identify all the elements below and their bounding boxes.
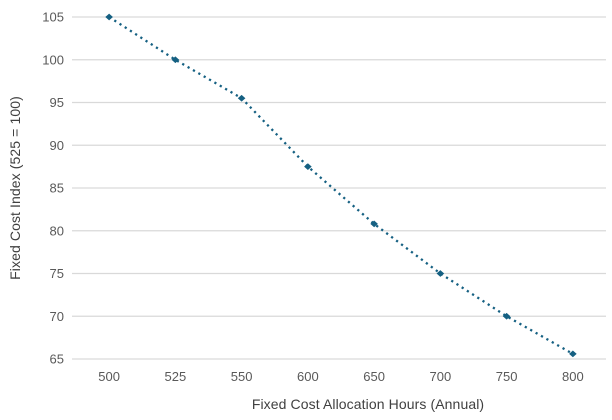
x-tick-label: 750 — [496, 369, 518, 384]
y-tick-label: 70 — [50, 309, 64, 324]
x-tick-label: 600 — [297, 369, 319, 384]
data-line — [108, 16, 574, 355]
y-tick-label: 105 — [42, 10, 64, 25]
x-tick-label: 700 — [430, 369, 452, 384]
x-tick-label: 500 — [98, 369, 120, 384]
x-tick-label: 800 — [562, 369, 584, 384]
x-tick-label: 525 — [165, 369, 187, 384]
x-tick-label: 650 — [363, 369, 385, 384]
x-tick-labels: 500 525 550 600 650 700 750 800 — [98, 369, 583, 384]
y-tick-label: 75 — [50, 266, 64, 281]
data-point-marker — [436, 270, 445, 277]
data-point-marker — [171, 56, 180, 64]
data-point-marker — [304, 163, 312, 171]
y-tick-label: 90 — [50, 138, 64, 153]
data-point-marker — [105, 13, 113, 21]
y-tick-label: 85 — [50, 181, 64, 196]
data-point-markers — [105, 13, 577, 358]
gridlines — [72, 16, 606, 360]
y-axis-title: Fixed Cost Index (525 = 100) — [7, 96, 23, 280]
y-tick-labels: 65 70 75 80 85 90 95 100 105 — [42, 10, 64, 367]
y-tick-label: 95 — [50, 95, 64, 110]
data-point-marker — [502, 312, 511, 320]
y-tick-label: 80 — [50, 223, 64, 238]
data-point-marker — [569, 350, 577, 358]
x-axis-title: Fixed Cost Allocation Hours (Annual) — [251, 396, 485, 412]
y-tick-label: 65 — [50, 352, 64, 367]
y-tick-label: 100 — [42, 52, 64, 67]
data-point-marker — [370, 220, 378, 228]
x-tick-label: 550 — [231, 369, 253, 384]
data-point-marker — [237, 94, 246, 102]
